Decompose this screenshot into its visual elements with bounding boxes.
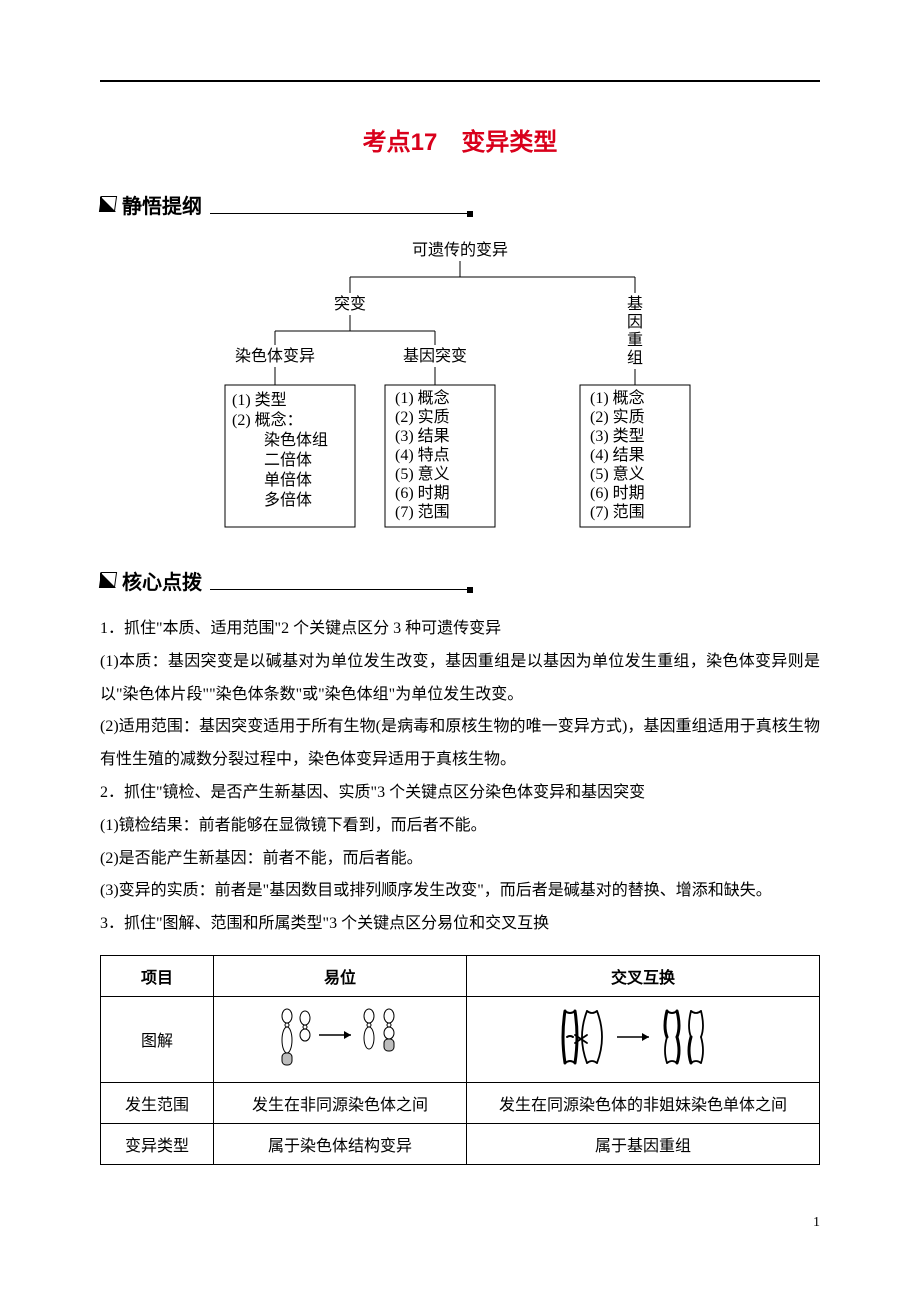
body-p5: (1)镜检结果：前者能够在显微镜下看到，而后者不能。 bbox=[100, 810, 820, 843]
box2-l1: (1) 概念 bbox=[395, 388, 450, 407]
section-header-core: 核心点拨 bbox=[100, 567, 820, 593]
section-rule bbox=[210, 589, 470, 590]
box1-l2: (2) 概念： bbox=[232, 410, 303, 429]
body-p3: (2)适用范围：基因突变适用于所有生物(是病毒和原核生物的唯一变异方式)，基因重… bbox=[100, 711, 820, 777]
page-title: 考点17 变异类型 bbox=[100, 122, 820, 157]
box3-l6: (6) 时期 bbox=[590, 484, 645, 502]
table-header-row: 项目 易位 交叉互换 bbox=[101, 955, 820, 996]
box1-l3: 染色体组 bbox=[264, 431, 328, 449]
box2-l4: (4) 特点 bbox=[395, 446, 450, 464]
box3-l4: (4) 结果 bbox=[590, 446, 645, 464]
th-item: 项目 bbox=[101, 955, 214, 996]
box3-l3: (3) 类型 bbox=[590, 427, 645, 445]
body-text: 1．抓住"本质、适用范围"2 个关键点区分 3 种可遗传变异 (1)本质：基因突… bbox=[100, 613, 820, 941]
body-p6: (2)是否能产生新基因：前者不能，而后者能。 bbox=[100, 843, 820, 876]
table-row: 图解 bbox=[101, 996, 820, 1082]
page-root: 考点17 变异类型 静悟提纲 可遗传的变异 突变 基 因 重 组 bbox=[0, 0, 920, 1291]
row-label-scope: 发生范围 bbox=[101, 1082, 214, 1123]
box3-l5: (5) 意义 bbox=[590, 464, 645, 483]
th-right: 交叉互换 bbox=[467, 955, 820, 996]
section-marker-icon bbox=[100, 572, 116, 588]
cell-translocation-diagram bbox=[214, 996, 467, 1082]
box2-l3: (3) 结果 bbox=[395, 427, 450, 445]
section-label: 核心点拨 bbox=[122, 566, 202, 595]
box2-l5: (5) 意义 bbox=[395, 464, 450, 483]
body-p4: 2．抓住"镜检、是否产生新基因、实质"3 个关键点区分染色体变异和基因突变 bbox=[100, 777, 820, 810]
table-row: 变异类型 属于染色体结构变异 属于基因重组 bbox=[101, 1123, 820, 1164]
page-number: 1 bbox=[100, 1215, 820, 1231]
tree-svg: 可遗传的变异 突变 基 因 重 组 染色体变异 基因突变 (1) 类型 bbox=[220, 237, 700, 537]
top-divider bbox=[100, 80, 820, 82]
cell-type-right: 属于基因重组 bbox=[467, 1123, 820, 1164]
box1-l1: (1) 类型 bbox=[232, 391, 287, 409]
th-left: 易位 bbox=[214, 955, 467, 996]
tree-node-recomb-char4: 组 bbox=[627, 349, 643, 367]
table-row: 发生范围 发生在非同源染色体之间 发生在同源染色体的非姐妹染色单体之间 bbox=[101, 1082, 820, 1123]
comparison-table: 项目 易位 交叉互换 图解 bbox=[100, 955, 820, 1165]
box1-l4: 二倍体 bbox=[264, 451, 312, 469]
section-rule-end-icon bbox=[467, 587, 473, 593]
tree-node-mutation: 突变 bbox=[334, 295, 366, 313]
box3-l1: (1) 概念 bbox=[590, 388, 645, 407]
section-rule-end-icon bbox=[467, 211, 473, 217]
box2-l7: (7) 范围 bbox=[395, 503, 450, 521]
section-label: 静悟提纲 bbox=[122, 190, 202, 219]
tree-node-recomb-char1: 基 bbox=[627, 295, 643, 313]
tree-node-recomb-char3: 重 bbox=[627, 331, 643, 349]
cell-type-left: 属于染色体结构变异 bbox=[214, 1123, 467, 1164]
box1-l5: 单倍体 bbox=[264, 471, 312, 489]
translocation-icon bbox=[265, 1005, 415, 1069]
section-rule bbox=[210, 213, 470, 214]
row-label-type: 变异类型 bbox=[101, 1123, 214, 1164]
box3-l7: (7) 范围 bbox=[590, 503, 645, 521]
body-p8: 3．抓住"图解、范围和所属类型"3 个关键点区分易位和交叉互换 bbox=[100, 908, 820, 941]
row-label-diagram: 图解 bbox=[101, 996, 214, 1082]
cell-scope-right: 发生在同源染色体的非姐妹染色单体之间 bbox=[467, 1082, 820, 1123]
crossover-icon bbox=[553, 1005, 733, 1069]
box2-l6: (6) 时期 bbox=[395, 484, 450, 502]
tree-node-chrom-variation: 染色体变异 bbox=[235, 347, 315, 365]
body-p1: 1．抓住"本质、适用范围"2 个关键点区分 3 种可遗传变异 bbox=[100, 613, 820, 646]
box3-l2: (2) 实质 bbox=[590, 408, 645, 426]
body-p2: (1)本质：基因突变是以碱基对为单位发生改变，基因重组是以基因为单位发生重组，染… bbox=[100, 646, 820, 712]
section-header-outline: 静悟提纲 bbox=[100, 191, 820, 217]
box1-l6: 多倍体 bbox=[264, 491, 312, 509]
cell-crossover-diagram bbox=[467, 996, 820, 1082]
tree-node-gene-mutation: 基因突变 bbox=[403, 347, 467, 365]
box2-l2: (2) 实质 bbox=[395, 408, 450, 426]
tree-node-recomb-char2: 因 bbox=[627, 313, 643, 331]
cell-scope-left: 发生在非同源染色体之间 bbox=[214, 1082, 467, 1123]
tree-root-text: 可遗传的变异 bbox=[412, 241, 508, 259]
section-marker-icon bbox=[100, 196, 116, 212]
outline-tree: 可遗传的变异 突变 基 因 重 组 染色体变异 基因突变 (1) 类型 bbox=[100, 237, 820, 537]
body-p7: (3)变异的实质：前者是"基因数目或排列顺序发生改变"，而后者是碱基对的替换、增… bbox=[100, 875, 820, 908]
